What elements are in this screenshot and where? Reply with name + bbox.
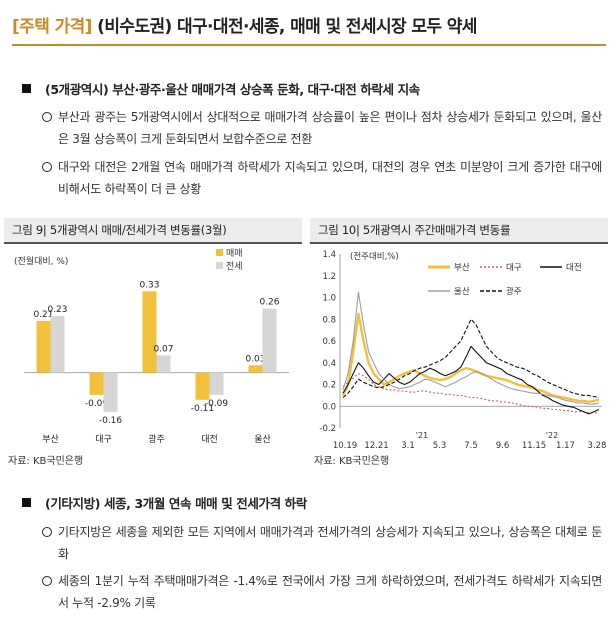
bar xyxy=(156,355,171,373)
bar-data-label: 0.07 xyxy=(153,344,173,354)
bar xyxy=(50,315,65,373)
circle-bullet-icon xyxy=(42,162,52,172)
figure9-rule xyxy=(4,242,302,244)
section2-heading-text: (기타지방) 세종, 3개월 연속 매매 및 전세가격 하락 xyxy=(45,496,307,511)
line-x-tick-label: 1.17 xyxy=(556,441,575,450)
bar-data-label: -0.16 xyxy=(99,416,123,426)
bar-category-label: 대전 xyxy=(201,434,218,445)
figure10-rule xyxy=(310,242,608,244)
line-y-tick-label: 1.4 xyxy=(322,250,336,260)
bar xyxy=(248,365,263,373)
bar-unit-label: (전월대비, %) xyxy=(14,255,68,267)
bar xyxy=(36,320,51,373)
section2-bullet-2: 세종의 1분기 누적 주택매매가격은 -1.4%로 전국에서 가장 크게 하락하… xyxy=(42,570,602,614)
bar-data-label: -0.09 xyxy=(205,399,229,409)
bar xyxy=(89,372,104,395)
bar-data-label: 0.21 xyxy=(33,310,53,320)
line-y-tick-label: 0.2 xyxy=(322,381,336,391)
bullet-text: 부산과 광주는 5개광역시에서 상대적으로 매매가격 상승률이 높은 편이나 점… xyxy=(58,110,602,146)
line-y-tick-label: 0.4 xyxy=(322,359,336,369)
figure10-source: 자료: KB국민은행 xyxy=(314,456,390,467)
bar xyxy=(103,372,118,413)
section1-bullet-1: 부산과 광주는 5개광역시에서 상대적으로 매매가격 상승률이 높은 편이나 점… xyxy=(42,106,602,150)
line-series xyxy=(342,318,600,399)
line-x-tick-label: 11.15 xyxy=(522,441,546,450)
line-x-tick-label: 12.21 xyxy=(364,441,388,450)
line-legend-label: 광주 xyxy=(506,286,522,297)
line-y-tick-label: 1.2 xyxy=(322,272,336,282)
bar-data-label: -0.09 xyxy=(85,399,109,409)
bar-category-label: 광주 xyxy=(148,433,165,445)
section1-heading: (5개광역시) 부산·광주·울산 매매가격 상승폭 둔화, 대구·대전 하락세 … xyxy=(22,79,420,98)
bar-category-label: 울산 xyxy=(254,434,271,445)
bar-data-label: -0.11 xyxy=(191,404,214,414)
section2-bullet-1: 기타지방은 세종을 제외한 모든 지역에서 매매가격과 전세가격의 상승세가 지… xyxy=(42,521,602,565)
bar-category-label: 부산 xyxy=(42,434,59,445)
bar xyxy=(209,372,224,395)
line-year-mark: '21 xyxy=(416,431,428,440)
line-legend-label: 울산 xyxy=(454,286,470,297)
line-x-tick-label: 3.1 xyxy=(401,441,415,450)
bar xyxy=(195,372,210,400)
bullet-text: 기타지방은 세종을 제외한 모든 지역에서 매매가격과 전세가격의 상승세가 지… xyxy=(58,525,602,561)
square-bullet-icon xyxy=(22,498,31,507)
line-y-tick-label: 0.6 xyxy=(322,337,336,347)
bar xyxy=(142,291,157,373)
line-series xyxy=(342,291,600,405)
line-y-tick-label: -0.2 xyxy=(319,424,336,434)
line-x-tick-label: 7.5 xyxy=(464,441,478,450)
square-bullet-icon xyxy=(22,84,31,93)
title-divider xyxy=(12,44,606,46)
line-y-tick-label: 1.0 xyxy=(322,294,336,304)
bullet-text: 세종의 1분기 누적 주택매매가격은 -1.4%로 전국에서 가장 크게 하락하… xyxy=(58,574,602,610)
bullet-text: 대구와 대전은 2개월 연속 매매가격 하락세가 지속되고 있으며, 대전의 경… xyxy=(58,160,602,196)
circle-bullet-icon xyxy=(42,527,52,537)
line-series xyxy=(342,373,599,414)
line-series xyxy=(342,345,600,415)
bar-legend-swatch xyxy=(216,262,223,269)
title-tag: [주택 가격] xyxy=(12,17,92,37)
section1-heading-text: (5개광역시) 부산·광주·울산 매매가격 상승폭 둔화, 대구·대전 하락세 … xyxy=(45,82,420,97)
line-y-tick-label: 0.8 xyxy=(322,315,336,325)
bar-data-label: 0.23 xyxy=(47,305,67,315)
line-x-tick-label: 10.19 xyxy=(333,441,357,450)
line-series xyxy=(341,312,600,404)
line-x-tick-label: 3.28 xyxy=(588,441,607,450)
line-chart: 1.4 1.2 1.0 0.8 0.6 0.4 0.2 0.0 -0.2 (전주대비,%) 부산 대구… xyxy=(319,250,607,450)
line-x-tick-label: 5.3 xyxy=(433,441,447,450)
line-x-tick-label: 9.6 xyxy=(496,441,510,450)
section1-bullet-2: 대구와 대전은 2개월 연속 매매가격 하락세가 지속되고 있으며, 대전의 경… xyxy=(42,156,602,200)
circle-bullet-icon xyxy=(42,112,52,122)
figure9-source: 자료: KB국민은행 xyxy=(8,456,84,467)
bar-data-label: 0.26 xyxy=(259,298,279,308)
title-text: (비수도권) 대구·대전·세종, 매매 및 전세시장 모두 약세 xyxy=(97,17,477,37)
bar-data-label: 0.33 xyxy=(139,280,159,290)
line-legend-label: 대전 xyxy=(566,262,582,273)
figure10-title: 그림 10| 5개광역시 주간매매가격 변동률 xyxy=(310,218,608,242)
bar-legend-label: 매매 xyxy=(226,248,243,259)
figure9-title: 그림 9| 5개광역시 매매/전세가격 변동률(3월) xyxy=(4,218,302,242)
line-legend-label: 대구 xyxy=(506,263,522,273)
bar xyxy=(262,308,277,373)
bar-data-label: 0.03 xyxy=(245,354,265,364)
section2-heading: (기타지방) 세종, 3개월 연속 매매 및 전세가격 하락 xyxy=(22,493,307,512)
line-y-tick-label: 0.0 xyxy=(322,402,336,412)
page-title: [주택 가격] (비수도권) 대구·대전·세종, 매매 및 전세시장 모두 약세 xyxy=(12,12,477,37)
bar-legend-label: 전세 xyxy=(226,261,243,272)
line-year-mark: '22 xyxy=(546,431,558,440)
circle-bullet-icon xyxy=(42,576,52,586)
line-legend-label: 부산 xyxy=(454,262,470,273)
bar-legend-swatch xyxy=(216,249,223,256)
bar-category-label: 대구 xyxy=(95,434,112,445)
line-unit-label: (전주대비,%) xyxy=(350,251,399,262)
